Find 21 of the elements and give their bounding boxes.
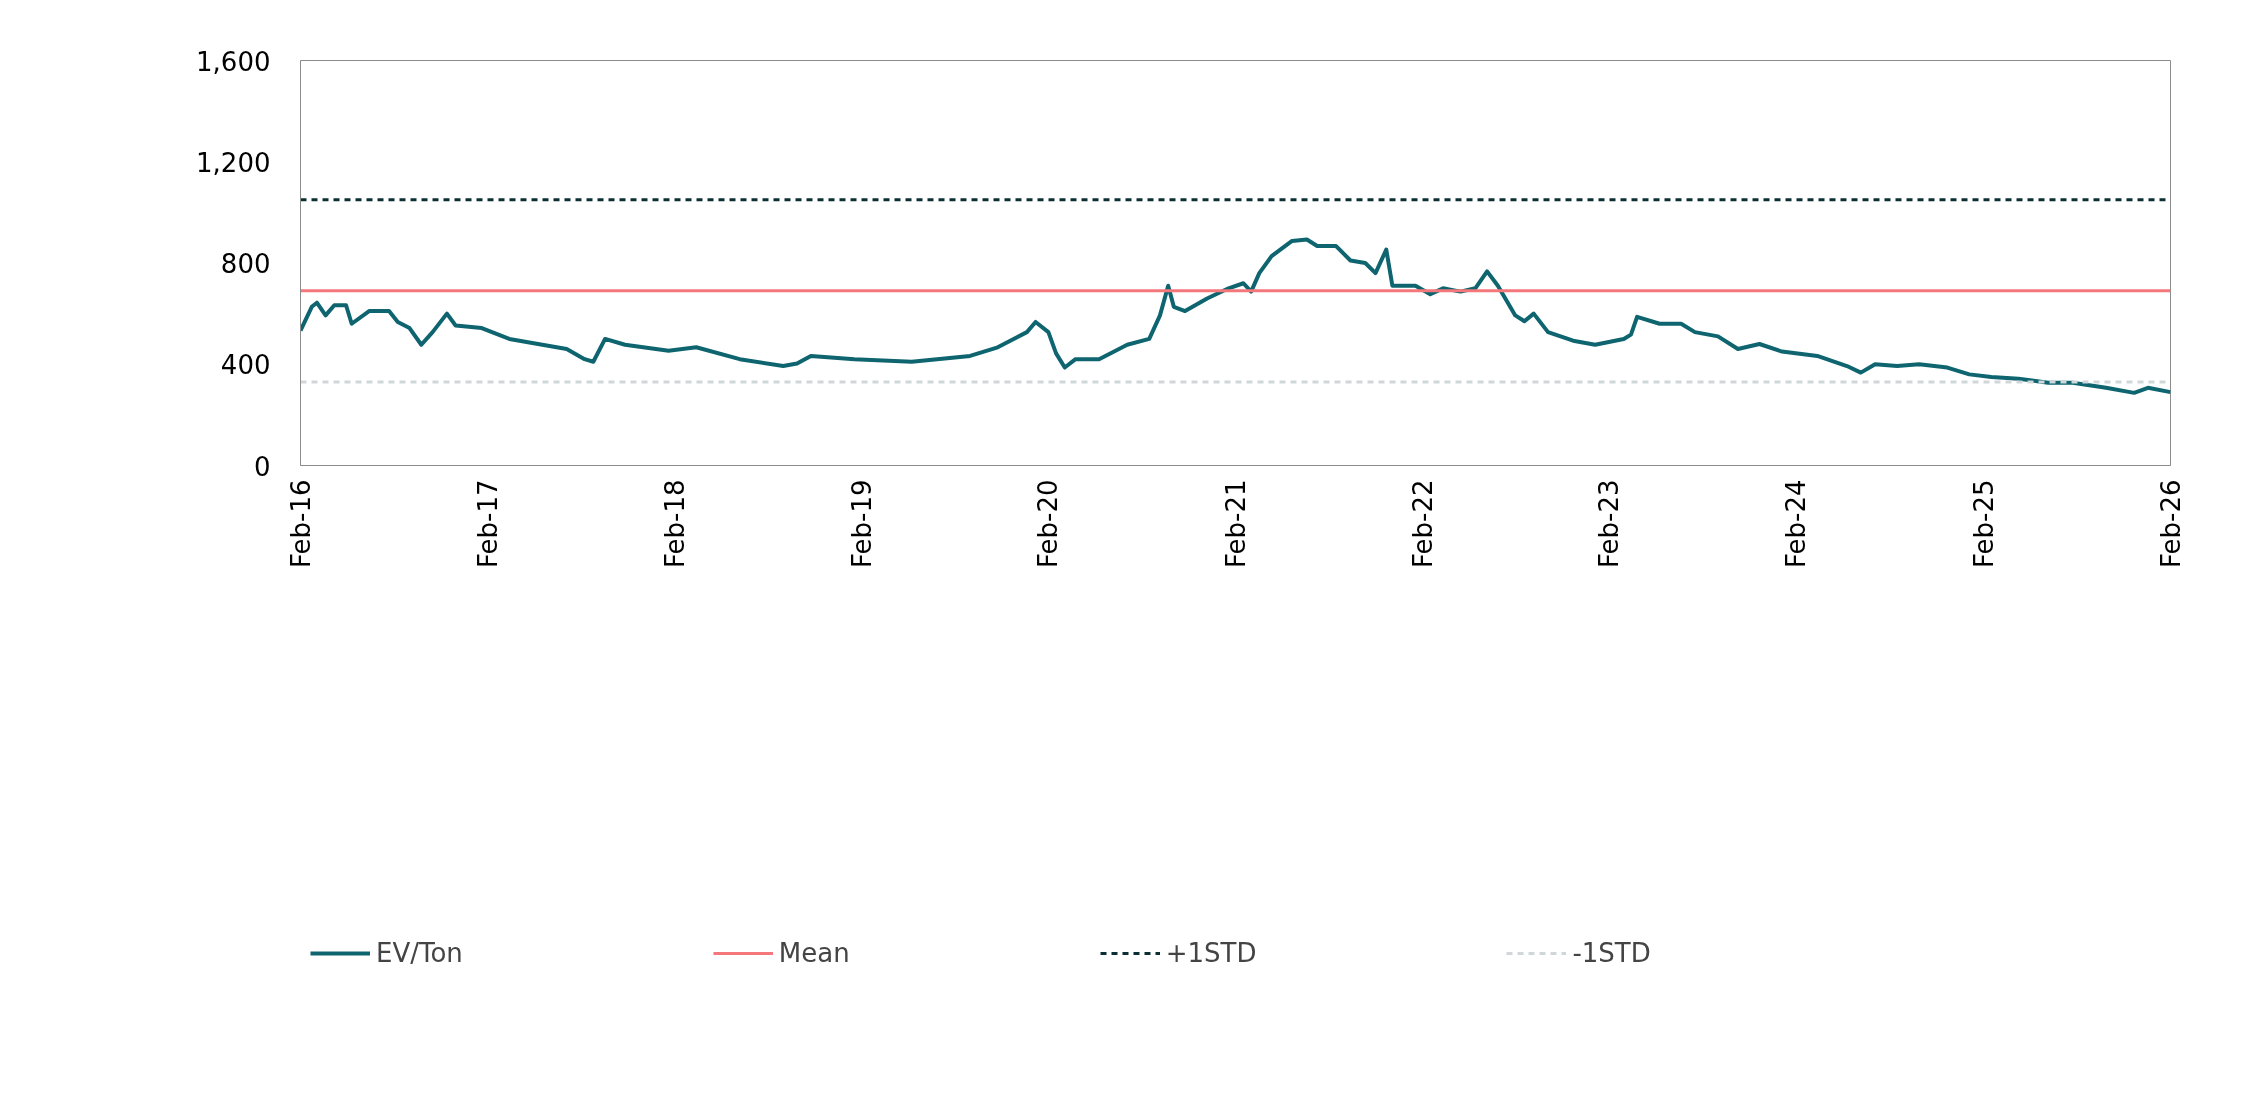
legend-label: -1STD <box>1572 937 1651 968</box>
x-tick-label: Feb-22 <box>1407 479 1438 568</box>
x-tick-label: Feb-23 <box>1594 479 1625 568</box>
legend-label: +1STD <box>1165 937 1257 968</box>
x-tick-label: Feb-16 <box>285 479 316 568</box>
x-tick-label: Feb-18 <box>659 479 690 568</box>
y-tick-label: 800 <box>220 249 271 279</box>
x-tick-label: Feb-26 <box>2155 479 2186 568</box>
y-tick-label: 1,600 <box>196 46 271 77</box>
legend-label: Mean <box>778 937 850 968</box>
legend-label: EV/Ton <box>376 937 463 968</box>
line-series <box>300 237 2171 395</box>
x-tick-label: Feb-19 <box>846 479 877 568</box>
x-tick-label: Feb-24 <box>1781 479 1812 568</box>
y-tick-label: 0 <box>253 451 271 482</box>
x-tick-label: Feb-25 <box>1968 479 1999 568</box>
y-tick-label: 1,200 <box>196 147 271 178</box>
x-tick-label: Feb-17 <box>472 479 503 568</box>
y-tick-label: 400 <box>220 350 271 381</box>
x-tick-label: Feb-21 <box>1220 479 1251 568</box>
x-tick-label: Feb-20 <box>1033 479 1064 568</box>
